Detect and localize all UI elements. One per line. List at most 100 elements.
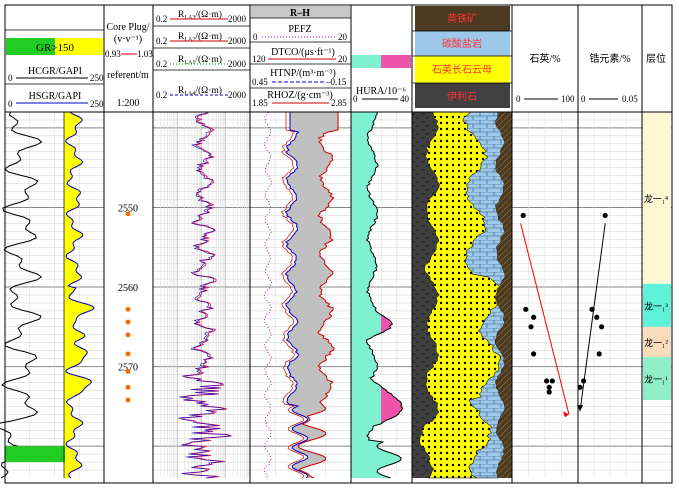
zircon-max: 0.05 bbox=[622, 94, 638, 104]
gr-flag-label: GR>150 bbox=[36, 42, 74, 54]
res-min-0: 0.2 bbox=[156, 14, 167, 24]
lith-legend-pyrite bbox=[415, 6, 510, 31]
rh-title: R–H bbox=[290, 8, 310, 19]
core-point bbox=[125, 319, 131, 325]
quartz-trend-line bbox=[520, 223, 570, 415]
depth-label-2560: 2560 bbox=[118, 283, 138, 294]
track-frame bbox=[4, 4, 673, 484]
zircon-point bbox=[599, 324, 605, 330]
quartz-point bbox=[520, 212, 526, 219]
layer-zone-3 bbox=[643, 357, 671, 401]
zircon-min: 0 bbox=[581, 94, 586, 104]
core-point bbox=[125, 397, 131, 403]
core-min: 0.93 bbox=[105, 49, 121, 59]
layer-zone-1 bbox=[643, 283, 671, 327]
core-point bbox=[125, 306, 131, 312]
core-max: 1.03 bbox=[137, 49, 153, 59]
lith-legend-carbonate-label: 碳酸盐岩 bbox=[442, 37, 482, 50]
quartz-max: 100 bbox=[561, 94, 575, 104]
zircon-trend-line bbox=[579, 223, 606, 412]
quartz-point bbox=[546, 389, 552, 395]
quartz-trend-arrow bbox=[562, 411, 569, 418]
lith-legend-illite bbox=[415, 83, 510, 108]
dtco-min: 120 bbox=[252, 54, 266, 64]
depth-label-2570: 2570 bbox=[118, 363, 138, 374]
rhoz-curve bbox=[297, 112, 339, 479]
quartz-min: 0 bbox=[516, 94, 521, 104]
gr-fill-area bbox=[64, 112, 95, 478]
gr-high-zone bbox=[5, 446, 65, 463]
lith-pyrite bbox=[494, 112, 512, 478]
layer-label-1: 龙一₁³ bbox=[644, 300, 668, 311]
layer-zone-2 bbox=[643, 326, 671, 358]
rhoz-max: 2.85 bbox=[331, 98, 347, 108]
lith-legend-quartz bbox=[415, 56, 510, 83]
hura-label: HURA/10⁻⁶ bbox=[356, 86, 406, 97]
quartz-point bbox=[523, 306, 529, 312]
layer-title: 层位 bbox=[646, 52, 666, 65]
hcgr-label: HCGR/GAPI bbox=[28, 66, 82, 77]
quartz-point bbox=[531, 351, 537, 357]
pefz-max: 20 bbox=[338, 32, 348, 42]
zircon-point bbox=[602, 212, 608, 219]
rhoz-label: RHOZ/(g·cm⁻³) bbox=[267, 90, 332, 101]
lith-legend-quartz-label: 石英长石云母 bbox=[432, 63, 492, 76]
depth-label-2550: 2550 bbox=[118, 203, 138, 214]
res-max-3: 2000 bbox=[228, 90, 247, 100]
layer-label-2: 龙一₁² bbox=[644, 337, 668, 348]
dtco-label: DTCO/(μs·ft⁻¹) bbox=[271, 47, 335, 58]
rhoz-min: 1.85 bbox=[252, 98, 268, 108]
quartz-title: 石英/% bbox=[529, 52, 560, 65]
hsgr-curve bbox=[65, 111, 95, 479]
zircon-title: 锆元素/% bbox=[589, 52, 630, 65]
quartz-point bbox=[546, 384, 552, 390]
hsgr-label: HSGR/GAPI bbox=[29, 91, 82, 102]
layer-label-3: 龙一₁¹ bbox=[644, 374, 668, 385]
htnp-curve bbox=[284, 112, 309, 479]
pefz-label: PEFZ bbox=[288, 24, 311, 35]
hura-high-zone-0 bbox=[381, 314, 393, 338]
dtco-curve bbox=[280, 112, 305, 479]
hura-swatch-green bbox=[351, 55, 381, 68]
zircon-point bbox=[577, 384, 583, 390]
core-point bbox=[125, 368, 131, 374]
res-curve-2 bbox=[178, 111, 231, 479]
hura-fill-area bbox=[351, 112, 403, 478]
res-min-3: 0.2 bbox=[156, 90, 167, 100]
core-point bbox=[125, 211, 131, 217]
layer-label-0: 龙一₁⁴ bbox=[644, 193, 668, 204]
core-title: Core Plug/ bbox=[106, 22, 149, 33]
core-point bbox=[125, 384, 131, 390]
lith-legend-pyrite-label: 黄铁矿 bbox=[447, 12, 477, 25]
grid-lines bbox=[5, 112, 672, 478]
pefz-min: 0 bbox=[253, 32, 258, 42]
pefz-curve bbox=[263, 111, 273, 479]
hsgr-min: 0 bbox=[8, 99, 13, 109]
res-max-2: 2000 bbox=[228, 59, 247, 69]
hcgr-min: 0 bbox=[8, 73, 13, 83]
res-max-1: 2000 bbox=[228, 36, 247, 46]
lith-legend-illite-label: 伊利石 bbox=[447, 91, 477, 103]
hura-swatch-pink bbox=[381, 55, 411, 68]
lith-legend-carbonate bbox=[415, 31, 510, 56]
dtco-max: 20 bbox=[338, 54, 348, 64]
quartz-point bbox=[544, 378, 550, 384]
res-min-1: 0.2 bbox=[156, 36, 167, 46]
core-point bbox=[125, 332, 131, 338]
hsgr-max: 250 bbox=[90, 99, 104, 109]
layer-zone-0 bbox=[643, 112, 671, 284]
depth-scale: 1:200 bbox=[117, 98, 140, 109]
quartz-point bbox=[531, 314, 537, 320]
depth-label: referent/m bbox=[107, 70, 149, 81]
quartz-point bbox=[549, 378, 555, 384]
core-unit: (v·v⁻¹) bbox=[114, 34, 142, 45]
rh-title-bg bbox=[251, 6, 350, 18]
hura-curve bbox=[365, 111, 404, 479]
hura-high-zone-1 bbox=[381, 380, 403, 426]
htnp-min: 0.45 bbox=[252, 77, 268, 87]
quartz-point bbox=[528, 324, 534, 330]
hcgr-curve bbox=[0, 111, 43, 479]
hura-min: 0 bbox=[353, 94, 358, 104]
